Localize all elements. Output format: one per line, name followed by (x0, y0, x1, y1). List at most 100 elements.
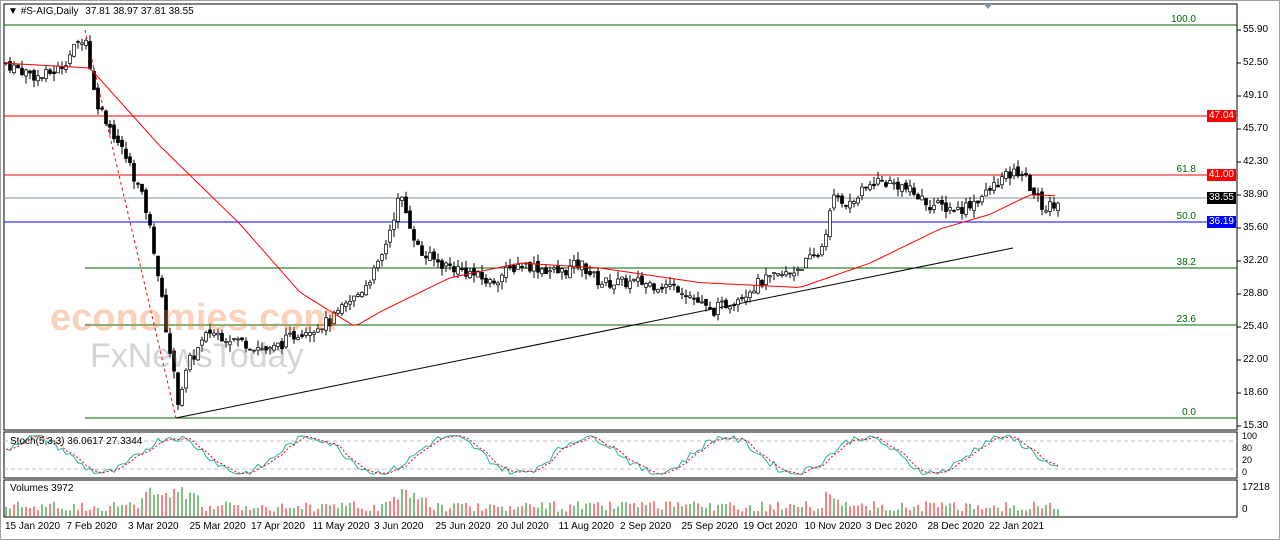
candle-body (536, 260, 540, 273)
stoch-signal-line (5, 435, 1059, 475)
fib-level-label: 23.6 (1176, 314, 1196, 325)
candle-body (1020, 174, 1024, 176)
candle-body (124, 148, 128, 159)
date-axis-label: 25 Jun 2020 (435, 521, 491, 532)
candle-body (452, 266, 456, 273)
candle-body (408, 210, 412, 229)
candle-body (196, 347, 200, 361)
candle-body (900, 184, 904, 192)
candle-body (568, 265, 572, 279)
candle-body (980, 196, 984, 203)
candle-body (44, 69, 48, 79)
candle-body (844, 205, 848, 207)
candle-body (820, 246, 824, 256)
candle-body (968, 201, 972, 209)
candle-body (560, 268, 564, 273)
price-axis-label: 49.10 (1243, 90, 1269, 101)
candle-body (288, 332, 292, 335)
candle-body (332, 311, 336, 325)
candle-body (792, 272, 796, 277)
candle-body (916, 194, 920, 200)
candle-body (532, 263, 536, 272)
candle-body (924, 198, 928, 206)
candle-body (512, 264, 516, 273)
candle-body (672, 283, 676, 286)
candle-body (180, 388, 184, 406)
candle-body (324, 317, 328, 331)
candle-body (416, 240, 420, 245)
candle-body (480, 272, 484, 280)
stoch-axis-0: 0 (1242, 467, 1248, 477)
candle-body (764, 274, 768, 285)
candle-body (728, 306, 732, 310)
candle-body (724, 299, 728, 309)
candle-body (104, 110, 108, 124)
candle-body (316, 328, 320, 333)
candle-body (1016, 166, 1020, 177)
dropdown-icon[interactable]: ▼ (8, 6, 18, 17)
date-axis-label: 25 Sep 2020 (681, 521, 739, 532)
candle-body (740, 297, 744, 299)
candle-body (264, 346, 268, 351)
candle-body (572, 260, 576, 267)
candle-body (828, 210, 832, 237)
candle-body (400, 196, 404, 201)
date-axis-label: 15 Jan 2020 (5, 521, 61, 532)
candle-body (904, 182, 908, 190)
candle-body (192, 355, 196, 360)
candle-body (56, 65, 60, 74)
candle-body (268, 347, 272, 350)
candle-body (508, 265, 512, 268)
candle-body (716, 301, 720, 315)
candle-body (188, 354, 192, 370)
trendline (175, 247, 1014, 419)
candle-body (684, 295, 688, 298)
candle-body (496, 282, 500, 286)
candle-body (664, 284, 668, 288)
candle-body (556, 264, 560, 274)
date-axis-label: 10 Nov 2020 (804, 521, 862, 532)
candle-body (788, 272, 792, 275)
candle-body (456, 266, 460, 275)
candle-body (996, 184, 1000, 188)
ohlc-values: 37.81 38.97 37.81 38.55 (85, 6, 194, 17)
main-panel (3, 3, 1238, 431)
candle-body (520, 265, 524, 268)
candle-body (432, 251, 436, 260)
candle-body (912, 187, 916, 195)
candle-body (892, 182, 896, 185)
candle-body (216, 332, 220, 336)
candle-body (348, 301, 352, 305)
date-axis-label: 22 Jan 2021 (989, 521, 1045, 532)
candle-body (864, 186, 868, 189)
candle-body (816, 255, 820, 257)
candle-body (772, 272, 776, 274)
candle-body (140, 183, 144, 192)
candle-body (448, 263, 452, 266)
candle-body (24, 69, 28, 77)
candle-body (972, 201, 976, 211)
candle-body (500, 274, 504, 283)
price-axis-label: 22.00 (1243, 354, 1269, 365)
candle-body (1008, 171, 1012, 179)
candle-body (768, 275, 772, 278)
candle-body (736, 299, 740, 306)
candle-body (72, 43, 76, 57)
candle-body (428, 252, 432, 261)
candle-body (744, 296, 748, 302)
candle-body (992, 182, 996, 191)
candle-body (548, 270, 552, 273)
symbol-label: #S-AIG,Daily (20, 6, 79, 17)
candle-body (564, 270, 568, 276)
volume-axis-zero: 0 (1242, 504, 1248, 515)
fib-level-label: 61.8 (1176, 164, 1196, 175)
candle-body (632, 279, 636, 281)
price-axis-label: 15.30 (1243, 420, 1269, 431)
candle-body (584, 263, 588, 274)
candle-body (688, 295, 692, 298)
candle-body (588, 271, 592, 275)
volume-panel (3, 479, 1238, 518)
candle-body (552, 267, 556, 270)
candle-body (236, 338, 240, 341)
